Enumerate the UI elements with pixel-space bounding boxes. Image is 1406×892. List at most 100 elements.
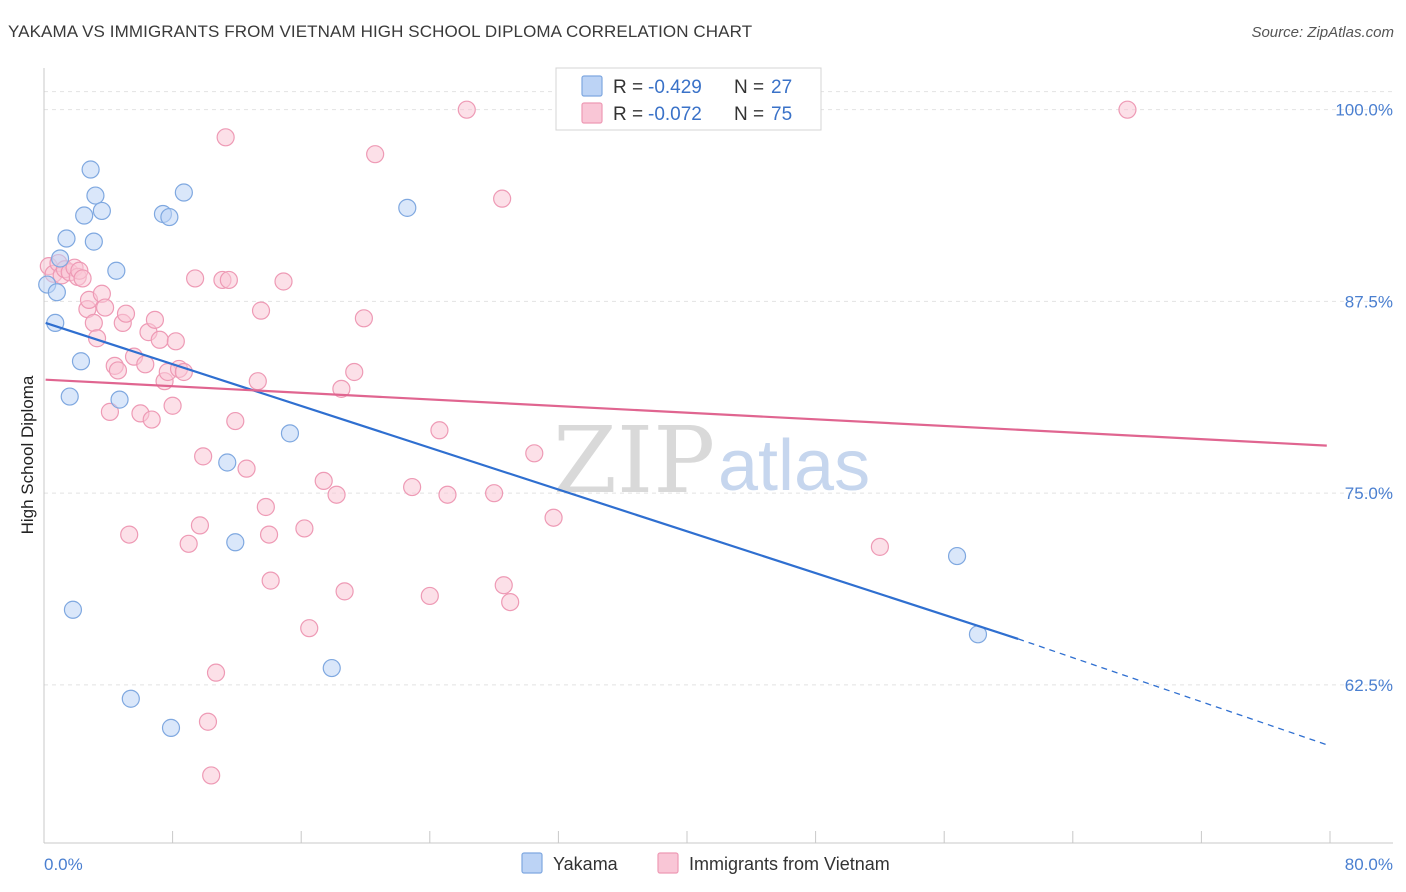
stats-legend-r-value-vietnam: -0.072 [648, 104, 702, 125]
vietnam-point [494, 576, 513, 595]
vietnam-point [179, 534, 198, 553]
vietnam-point [525, 444, 544, 463]
vietnam-point [194, 447, 213, 466]
stats-legend-swatch-vietnam [581, 102, 603, 124]
stats-legend-n-label-yakama: N = [734, 77, 764, 98]
vietnam-point [274, 272, 293, 291]
y-tick-label: 75.0% [1345, 484, 1393, 503]
yakama-point [71, 352, 91, 371]
series-yakama-points [38, 160, 988, 737]
vietnam-point [226, 411, 245, 431]
vietnam-point [259, 525, 279, 544]
vietnam-point [403, 477, 422, 497]
stats-legend: R = -0.429 N = 27 R = -0.072 N = 75 [555, 67, 822, 131]
vietnam-point [300, 619, 319, 638]
yakama-point [161, 718, 181, 737]
vietnam-point [327, 485, 346, 504]
vietnam-point [485, 484, 504, 503]
series-legend-swatch-yakama [521, 852, 543, 874]
yakama-point [81, 160, 100, 179]
yakama-point [92, 201, 111, 221]
series-legend-label-vietnam: Immigrants from Vietnam [689, 854, 890, 874]
vietnam-point [256, 497, 275, 517]
vietnam-point [95, 298, 115, 317]
vietnam-point [100, 402, 120, 421]
vietnam-point [345, 362, 364, 382]
yakama-point [50, 249, 70, 268]
vietnam-point [335, 582, 354, 601]
series-legend: Yakama Immigrants from Vietnam [521, 852, 890, 874]
stats-legend-n-value-yakama: 27 [771, 77, 792, 98]
vietnam-point [145, 310, 165, 329]
vietnam-point [120, 525, 139, 544]
source-credit: Source: ZipAtlas.com [1251, 24, 1394, 41]
vietnam-point [219, 270, 238, 290]
yakama-point [107, 261, 126, 280]
vietnam-point [493, 189, 512, 208]
yakama-point [60, 387, 79, 406]
vietnam-point [438, 485, 457, 504]
watermark-zip: ZIP [553, 407, 715, 514]
stats-legend-r-value-yakama: -0.429 [648, 77, 702, 98]
y-axis-title: High School Diploma [18, 375, 37, 534]
vietnam-point [332, 379, 351, 398]
vietnam-point [870, 537, 890, 556]
yakama-point [47, 283, 66, 302]
vietnam-point [198, 712, 218, 731]
y-tick-label: 100.0% [1335, 101, 1393, 120]
vietnam-point [248, 372, 267, 391]
yakama-point [84, 232, 103, 251]
vietnam-point [174, 362, 193, 382]
yakama-point [110, 390, 129, 409]
trend-line-vietnam [45, 378, 1327, 447]
trend-line-yakama-extension [1017, 638, 1327, 746]
yakama-point [121, 689, 140, 708]
chart-title: YAKAMA VS IMMIGRANTS FROM VIETNAM HIGH S… [8, 22, 753, 41]
stats-legend-n-label-vietnam: N = [734, 104, 764, 125]
vietnam-point [186, 269, 205, 288]
vietnam-point [108, 361, 128, 380]
y-tick-label: 87.5% [1345, 292, 1393, 311]
trend-line-yakama [45, 321, 1019, 640]
stats-legend-swatch-yakama [581, 75, 603, 97]
stats-legend-r-label-vietnam: R = [613, 104, 643, 125]
yakama-point [280, 424, 300, 443]
series-legend-label-yakama: Yakama [553, 854, 619, 874]
vietnam-point [150, 330, 169, 349]
vietnam-point [501, 592, 520, 612]
vietnam-point [314, 471, 333, 491]
x-tick-label-min: 0.0% [44, 855, 83, 874]
yakama-point [398, 198, 417, 217]
vietnam-point [430, 421, 449, 440]
vietnam-point [73, 269, 92, 288]
x-tick-label-max: 80.0% [1345, 855, 1393, 874]
vietnam-point [216, 128, 235, 147]
vietnam-point [163, 396, 182, 415]
yakama-point [174, 183, 193, 202]
vietnam-point [206, 663, 226, 682]
vietnam-point [544, 508, 563, 527]
vietnam-point [87, 329, 107, 348]
yakama-point [86, 186, 105, 205]
vietnam-point [84, 313, 103, 333]
yakama-point [160, 207, 179, 227]
yakama-point [63, 600, 83, 619]
series-legend-swatch-vietnam [657, 852, 679, 874]
x-ticks [43, 831, 1331, 843]
vietnam-point [366, 145, 385, 164]
stats-legend-r-label-yakama: R = [613, 77, 643, 98]
vietnam-point [457, 100, 476, 119]
yakama-point [218, 453, 237, 472]
yakama-point [322, 658, 341, 678]
vietnam-point [354, 309, 373, 328]
y-tick-labels: 100.0% 87.5% 75.0% 62.5% [1335, 101, 1393, 695]
vietnam-point [190, 516, 210, 535]
vietnam-point [202, 766, 221, 785]
vietnam-point [237, 459, 256, 478]
yakama-point [57, 229, 76, 248]
yakama-point [75, 206, 94, 225]
yakama-point [947, 546, 967, 566]
vietnam-point [1118, 100, 1137, 119]
vietnam-point [166, 332, 185, 351]
